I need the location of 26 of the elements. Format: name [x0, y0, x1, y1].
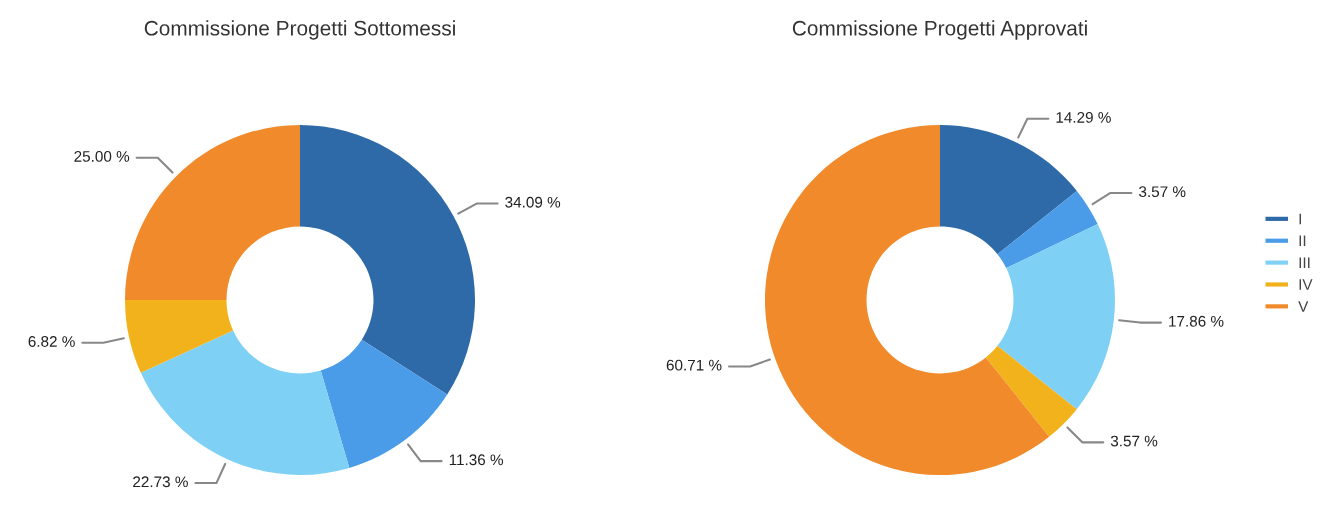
data-label: 3.57 % [1110, 435, 1158, 447]
donut-slice [985, 345, 1077, 437]
donut-slice [997, 190, 1098, 269]
legend-label: I [1299, 213, 1301, 225]
donut-slice [320, 339, 448, 468]
legend-label: IV [1299, 279, 1313, 290]
data-label: 60.71 % [666, 359, 722, 371]
data-label: 11.36 % [449, 454, 504, 466]
chart-title: Commissione Progetti Sottomessi [144, 20, 455, 40]
donut-slice [997, 224, 1115, 410]
data-label: 6.82 % [28, 336, 75, 347]
data-label: 14.29 % [1056, 111, 1111, 123]
donut-slice [940, 125, 1077, 255]
chart-title: Commissione Progetti Approvati [792, 20, 1087, 40]
donut-slice [300, 125, 475, 395]
donut-slice [765, 125, 1050, 475]
donut-slice [140, 330, 350, 475]
data-label: 22.73 % [133, 476, 188, 488]
data-label: 17.86 % [1169, 315, 1224, 327]
data-label: 34.09 % [505, 196, 561, 208]
data-label: 3.57 % [1139, 186, 1186, 198]
legend-label: III [1299, 257, 1310, 268]
data-label: 25.00 % [74, 150, 130, 162]
donut-slice [125, 300, 234, 373]
legend-label: II [1299, 235, 1306, 247]
legend-label: V [1298, 301, 1309, 312]
